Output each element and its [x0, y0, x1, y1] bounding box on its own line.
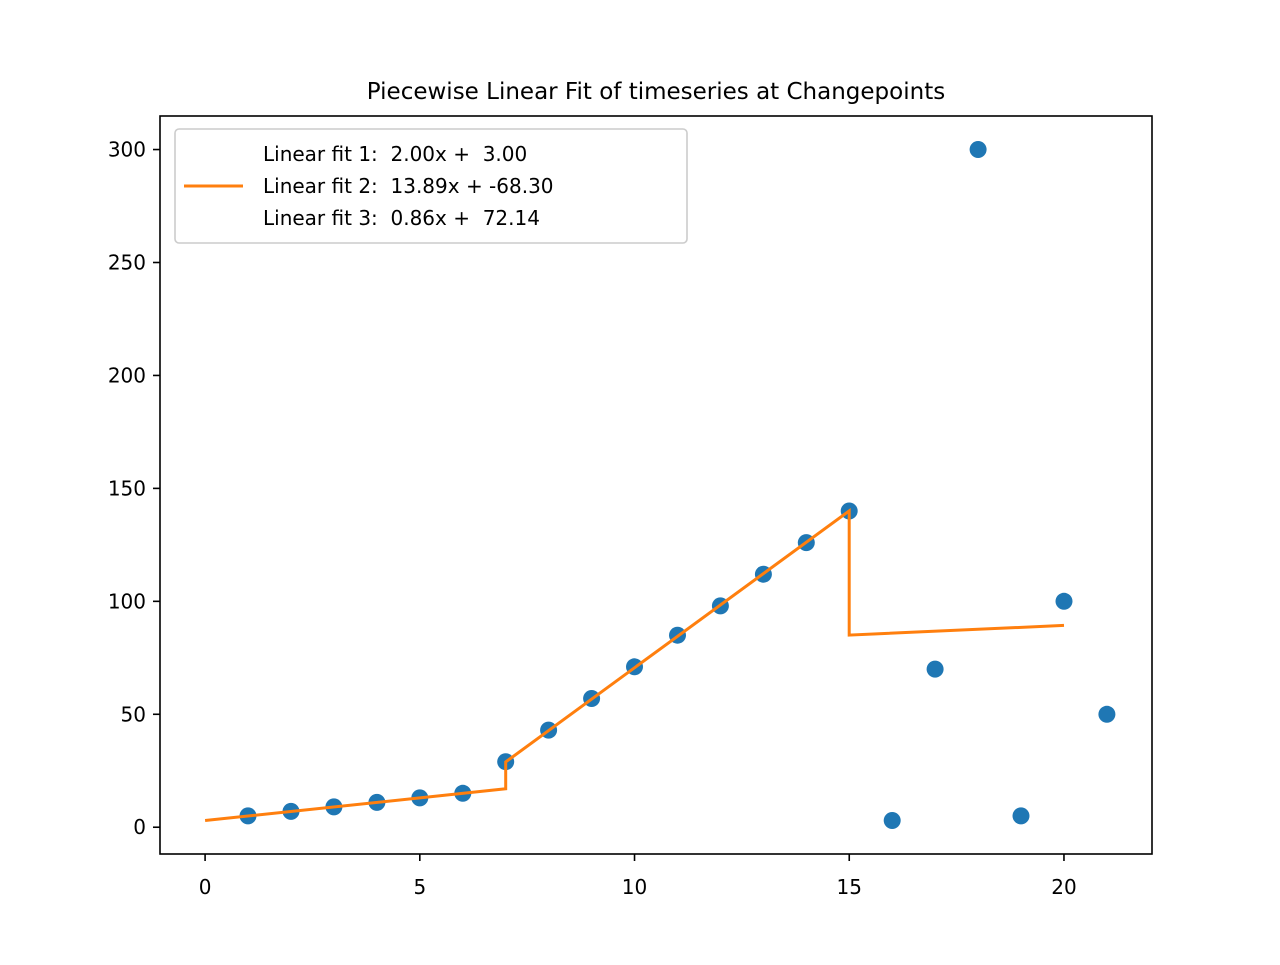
- y-tick-label: 200: [108, 363, 146, 387]
- axes-frame: [159, 115, 1153, 855]
- legend-box: [174, 128, 688, 244]
- y-tick-label: 250: [108, 250, 146, 274]
- fit-line: [204, 507, 1065, 822]
- y-tick-label: 50: [121, 702, 146, 726]
- data-point: [1012, 807, 1030, 825]
- legend-entry-3: Linear fit 3: 0.86x + 72.14: [263, 206, 540, 230]
- chart-title: Piecewise Linear Fit of timeseries at Ch…: [367, 79, 945, 105]
- y-axis: 0 50 100 150 200 250 300: [108, 138, 160, 839]
- x-axis: 0 5 10 15 20: [199, 854, 1077, 899]
- data-point: [969, 141, 987, 158]
- y-tick-label: 300: [108, 138, 146, 162]
- data-point: [1098, 705, 1116, 723]
- x-tick-label: 15: [837, 875, 862, 899]
- data-point: [1055, 592, 1073, 610]
- x-tick-label: 0: [199, 875, 212, 899]
- x-tick-label: 20: [1051, 875, 1076, 899]
- legend: Linear fit 1: 2.00x + 3.00 Linear fit 2:…: [174, 128, 688, 244]
- legend-entry-2: Linear fit 2: 13.89x + -68.30: [263, 174, 554, 198]
- x-tick-label: 5: [413, 875, 426, 899]
- data-point: [883, 812, 901, 829]
- legend-entry-1: Linear fit 1: 2.00x + 3.00: [263, 142, 527, 166]
- x-tick-label: 10: [622, 875, 647, 899]
- y-tick-label: 0: [133, 815, 146, 839]
- data-point: [926, 660, 944, 678]
- plot-area: [204, 141, 1116, 829]
- y-tick-label: 150: [108, 476, 146, 500]
- y-tick-label: 100: [108, 589, 146, 613]
